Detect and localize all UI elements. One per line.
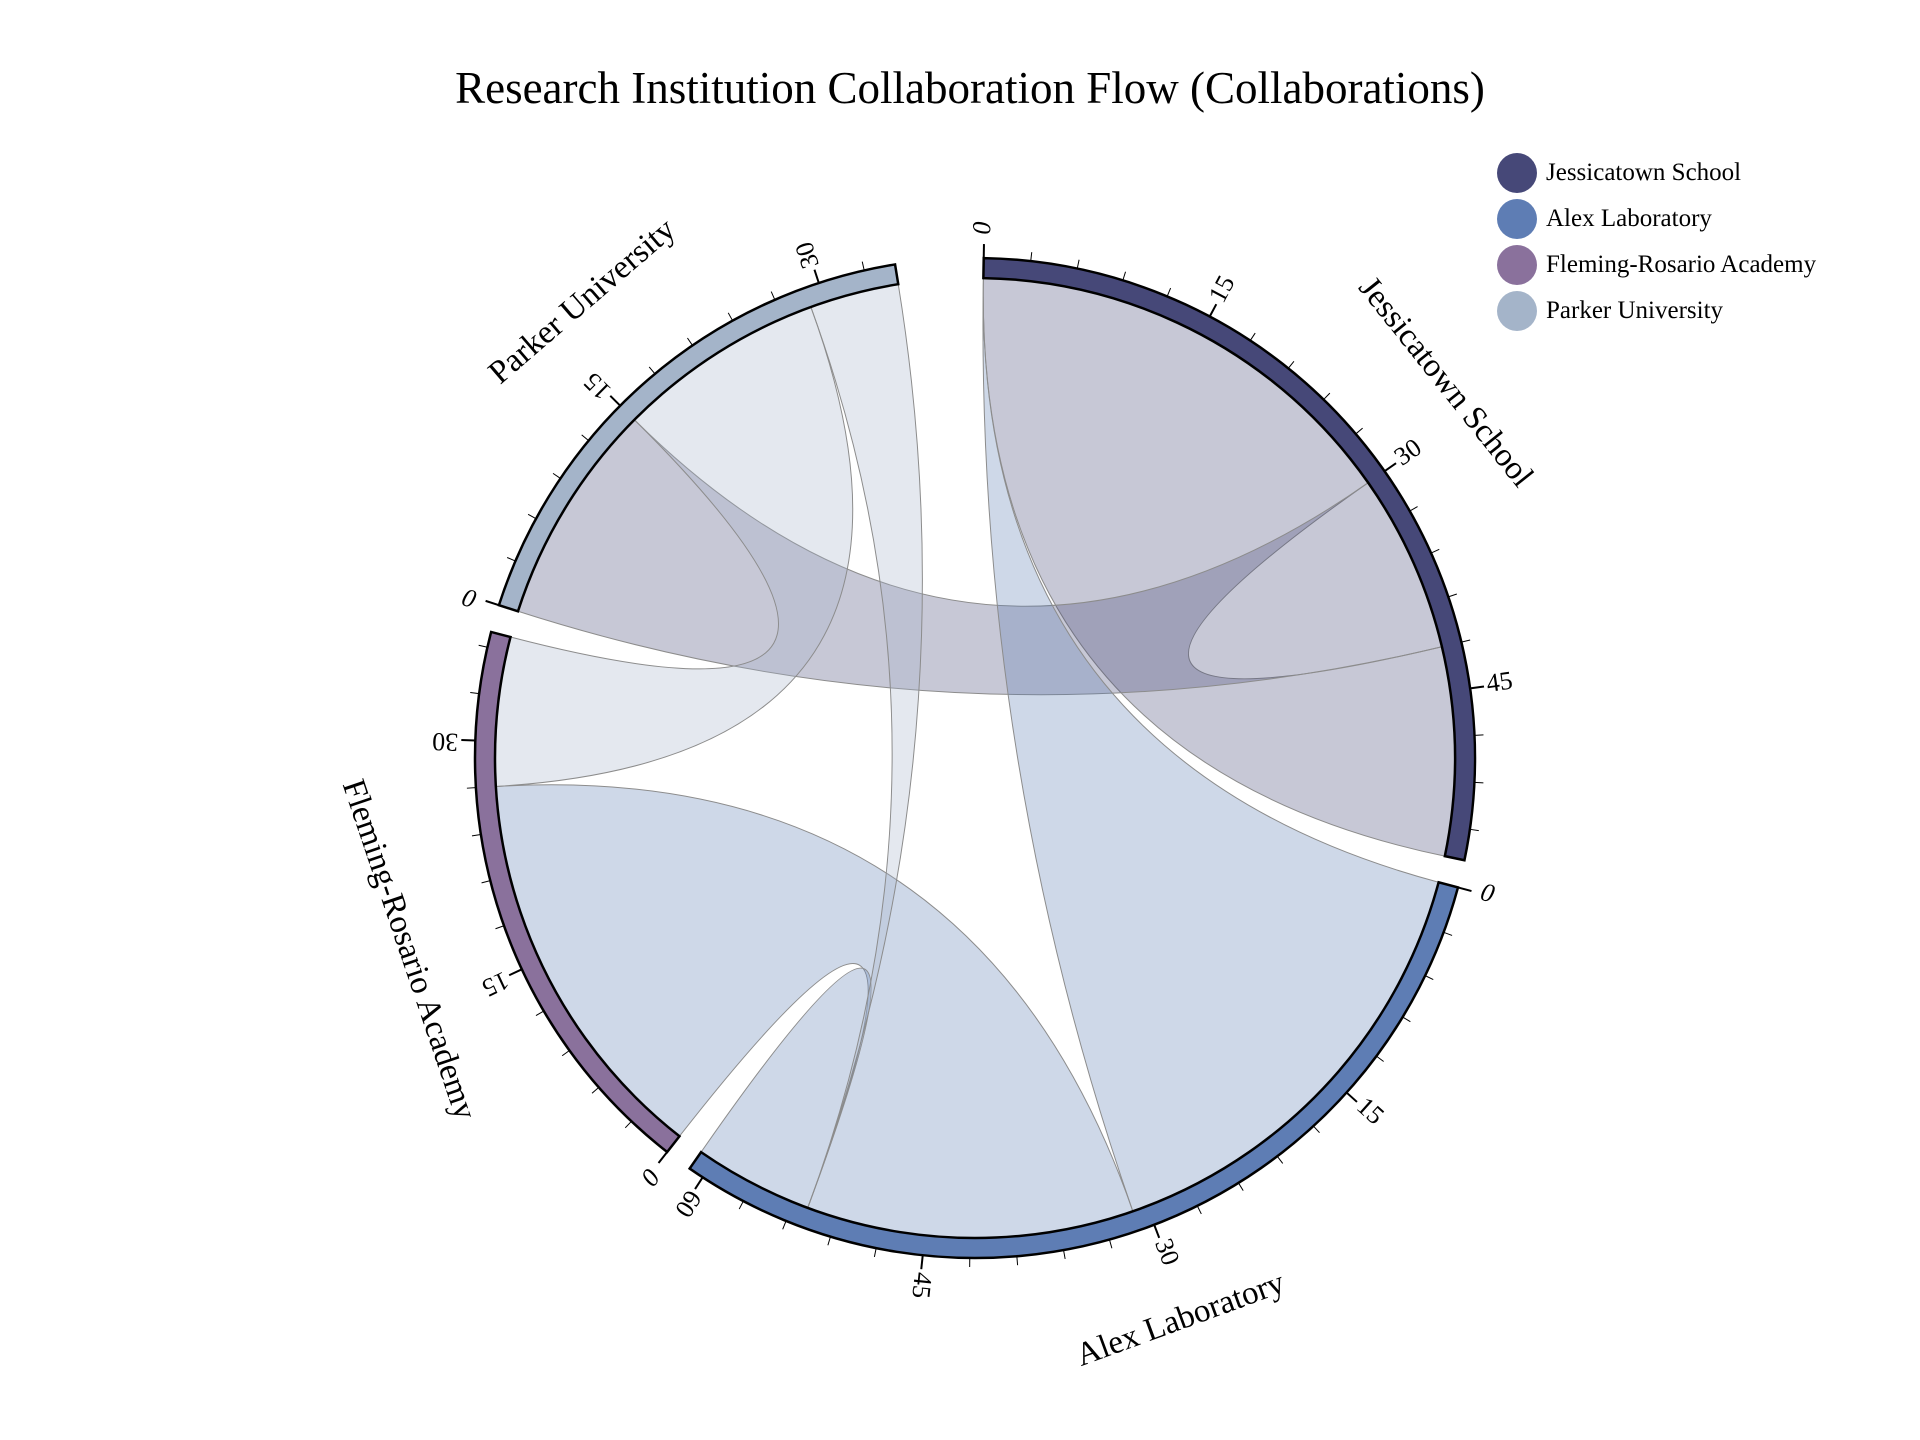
tick-label-2-15: 15 — [478, 966, 514, 1003]
tick-0-36 — [1430, 548, 1440, 554]
tick-1-6 — [1424, 975, 1434, 980]
group-arc-2[interactable] — [473, 630, 682, 1154]
tick-2-18 — [495, 925, 505, 930]
tick-0-12 — [1166, 287, 1172, 297]
tick-3-9 — [552, 472, 561, 479]
tick-label-1-0: 0 — [1478, 877, 1498, 908]
tick-label-1-60: 60 — [669, 1185, 707, 1223]
legend-label: Parker University — [1546, 297, 1724, 324]
group-label-3: Parker University — [482, 211, 683, 391]
group-arc-0[interactable] — [982, 256, 1477, 862]
group-label-2: Fleming-Rosario Academy — [335, 775, 484, 1125]
tick-3-6 — [527, 513, 537, 520]
tick-label-1-15: 15 — [1351, 1091, 1390, 1130]
tick-0-6 — [1076, 259, 1080, 269]
tick-2-0 — [657, 1151, 668, 1164]
group-arc-1[interactable] — [687, 880, 1460, 1260]
tick-3-24 — [727, 312, 734, 321]
tick-3-27 — [770, 291, 776, 301]
chart-title: Research Institution Collaboration Flow … — [455, 63, 1485, 113]
tick-label-0-15: 15 — [1203, 271, 1241, 308]
tick-1-60 — [694, 1176, 704, 1190]
legend: Jessicatown School Alex Laboratory Fleming… — [1497, 150, 1816, 334]
tick-0-45 — [1469, 685, 1485, 690]
tick-0-9 — [1122, 271, 1126, 281]
tick-1-12 — [1376, 1055, 1384, 1062]
legend-swatch — [1497, 199, 1537, 239]
tick-1-0 — [1457, 886, 1472, 892]
legend-swatch — [1497, 291, 1537, 331]
tick-label-2-30: 30 — [432, 727, 459, 757]
tick-3-30 — [813, 269, 820, 284]
legend-item-3[interactable]: Parker University — [1497, 288, 1816, 334]
tick-0-30 — [1384, 462, 1397, 473]
tick-2-24 — [471, 833, 481, 837]
group-arcs-layer — [473, 256, 1477, 1260]
tick-1-24 — [1238, 1182, 1244, 1191]
tick-0-15 — [1208, 303, 1218, 317]
tick-2-6 — [591, 1086, 600, 1094]
tick-3-0 — [485, 599, 500, 607]
tick-3-12 — [581, 434, 589, 442]
legend-label: Fleming-Rosario Academy — [1546, 251, 1817, 278]
tick-3-18 — [648, 366, 656, 375]
legend-item-0[interactable]: Jessicatown School — [1497, 150, 1816, 196]
tick-label-0-45: 45 — [1485, 666, 1515, 698]
tick-label-1-30: 30 — [1149, 1235, 1185, 1270]
tick-3-33 — [861, 261, 865, 271]
tick-2-36 — [478, 644, 488, 648]
ribbons-layer — [494, 277, 1456, 1239]
tick-1-27 — [1196, 1205, 1202, 1215]
tick-1-39 — [1016, 1256, 1019, 1266]
tick-1-18 — [1313, 1125, 1320, 1134]
tick-2-15 — [508, 968, 523, 977]
tick-0-42 — [1461, 639, 1471, 643]
tick-label-1-45: 45 — [906, 1271, 938, 1300]
legend-label: Jessicatown School — [1546, 159, 1742, 186]
tick-0-24 — [1323, 392, 1331, 400]
tick-1-21 — [1276, 1155, 1284, 1164]
tick-label-3-15: 15 — [578, 367, 617, 406]
tick-2-9 — [561, 1050, 570, 1057]
tick-2-21 — [481, 880, 491, 884]
tick-3-21 — [687, 337, 693, 346]
tick-1-33 — [1108, 1239, 1113, 1249]
tick-1-36 — [1063, 1250, 1066, 1260]
tick-label-0-0: 0 — [967, 221, 996, 235]
tick-label-3-0: 0 — [459, 583, 480, 615]
tick-2-27 — [466, 787, 476, 789]
tick-1-48 — [873, 1248, 877, 1258]
tick-0-3 — [1030, 252, 1033, 262]
tick-2-33 — [470, 691, 480, 695]
tick-2-3 — [624, 1120, 632, 1129]
legend-item-2[interactable]: Fleming-Rosario Academy — [1497, 242, 1816, 288]
tick-0-27 — [1355, 427, 1363, 435]
tick-label-3-30: 30 — [789, 238, 825, 272]
tick-0-33 — [1409, 506, 1418, 512]
tick-1-45 — [920, 1255, 924, 1270]
tick-1-57 — [738, 1200, 744, 1210]
group-label-1: Alex Laboratory — [1071, 1264, 1289, 1373]
tick-0-39 — [1448, 593, 1458, 598]
tick-3-3 — [506, 557, 516, 562]
tick-0-54 — [1469, 828, 1479, 832]
tick-1-54 — [782, 1220, 787, 1230]
legend-swatch — [1497, 245, 1537, 285]
legend-label: Alex Laboratory — [1546, 205, 1712, 232]
tick-1-30 — [1153, 1224, 1161, 1239]
tick-label-2-0: 0 — [635, 1163, 666, 1191]
tick-0-18 — [1249, 332, 1256, 341]
tick-3-15 — [609, 395, 621, 407]
tick-1-51 — [827, 1236, 831, 1246]
tick-0-21 — [1287, 361, 1295, 369]
legend-swatch — [1497, 153, 1537, 193]
tick-2-12 — [535, 1010, 544, 1017]
ribbon-5 — [807, 283, 923, 1209]
tick-1-3 — [1443, 931, 1453, 936]
tick-1-15 — [1345, 1091, 1358, 1103]
tick-1-9 — [1402, 1016, 1411, 1023]
group-arc-3[interactable] — [497, 262, 900, 613]
legend-item-1[interactable]: Alex Laboratory — [1497, 196, 1816, 242]
